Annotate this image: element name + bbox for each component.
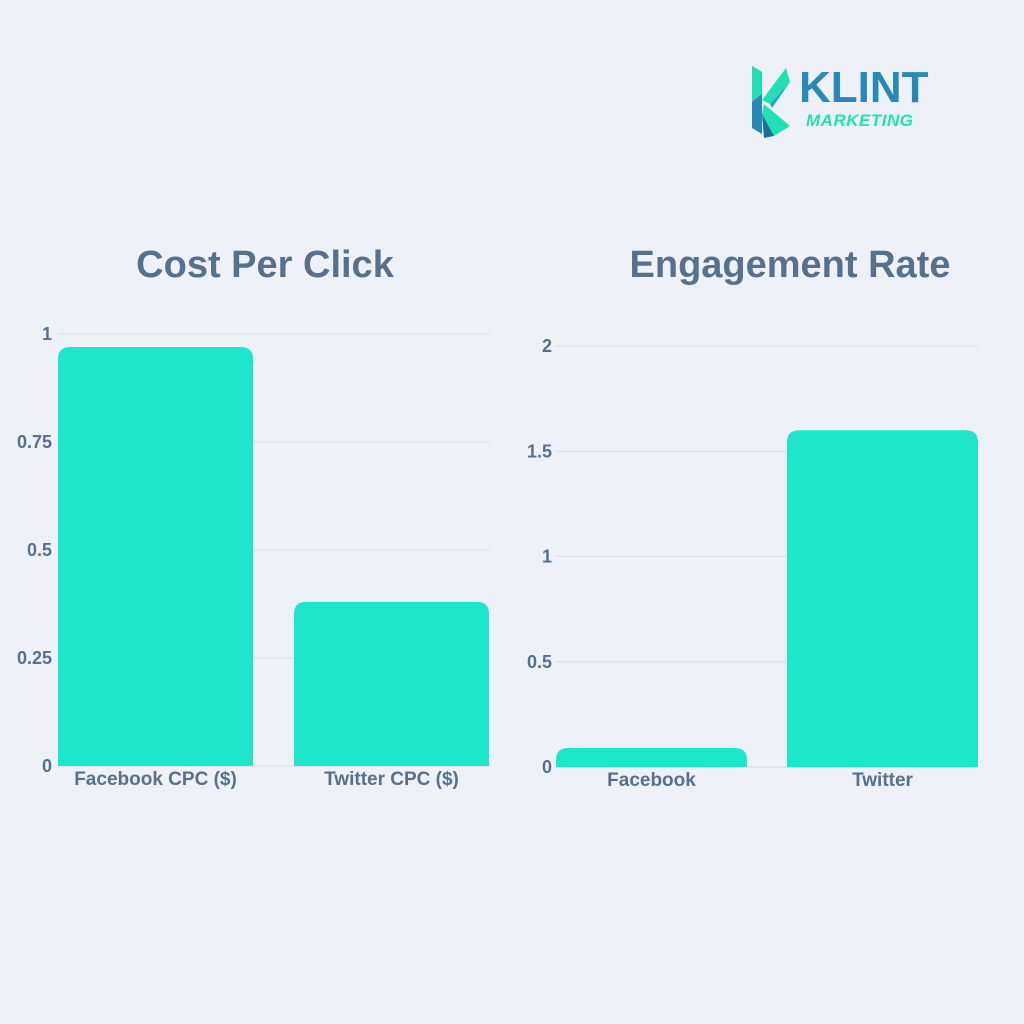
cpc-y-tick-label: 0.5 — [27, 540, 52, 560]
logo-name: KLINT — [799, 63, 929, 112]
engagement-x-category-label: Facebook — [607, 770, 696, 791]
cpc-bar-chart: 0 0.25 0.5 0.75 1 Facebook CPC ($) Twitter CPC… — [17, 324, 490, 790]
cpc-y-tick-label: 0.25 — [17, 648, 52, 668]
engagement-y-tick-label: 2 — [542, 336, 552, 356]
cpc-chart-title: Cost Per Click — [136, 244, 394, 286]
cpc-y-tick-label: 0 — [42, 756, 52, 776]
cpc-x-category-label: Twitter CPC ($) — [324, 769, 459, 790]
cpc-bar-twitter-cpc — [294, 601, 489, 766]
klint-marketing-logo: KLINT MARKETING — [752, 63, 929, 140]
engagement-y-tick-label: 1.5 — [527, 441, 552, 461]
engagement-bar-facebook — [556, 748, 747, 767]
engagement-x-category-label: Twitter — [852, 770, 913, 791]
logo-subtitle: MARKETING — [806, 111, 914, 130]
engagement-y-tick-label: 1 — [542, 547, 552, 567]
cpc-y-tick-label: 0.75 — [17, 432, 52, 452]
cpc-y-tick-label: 1 — [42, 324, 52, 344]
engagement-y-tick-label: 0 — [542, 757, 552, 777]
cpc-bar-facebook-cpc — [58, 346, 253, 766]
engagement-chart-title: Engagement Rate — [629, 244, 951, 286]
engagement-y-tick-label: 0.5 — [527, 652, 552, 672]
engagement-bar-chart: 0 0.5 1 1.5 2 Facebook Twitter — [527, 336, 978, 791]
klint-k-mark-icon — [752, 66, 790, 138]
engagement-bar-twitter — [787, 430, 978, 767]
cpc-x-category-label: Facebook CPC ($) — [74, 769, 237, 790]
